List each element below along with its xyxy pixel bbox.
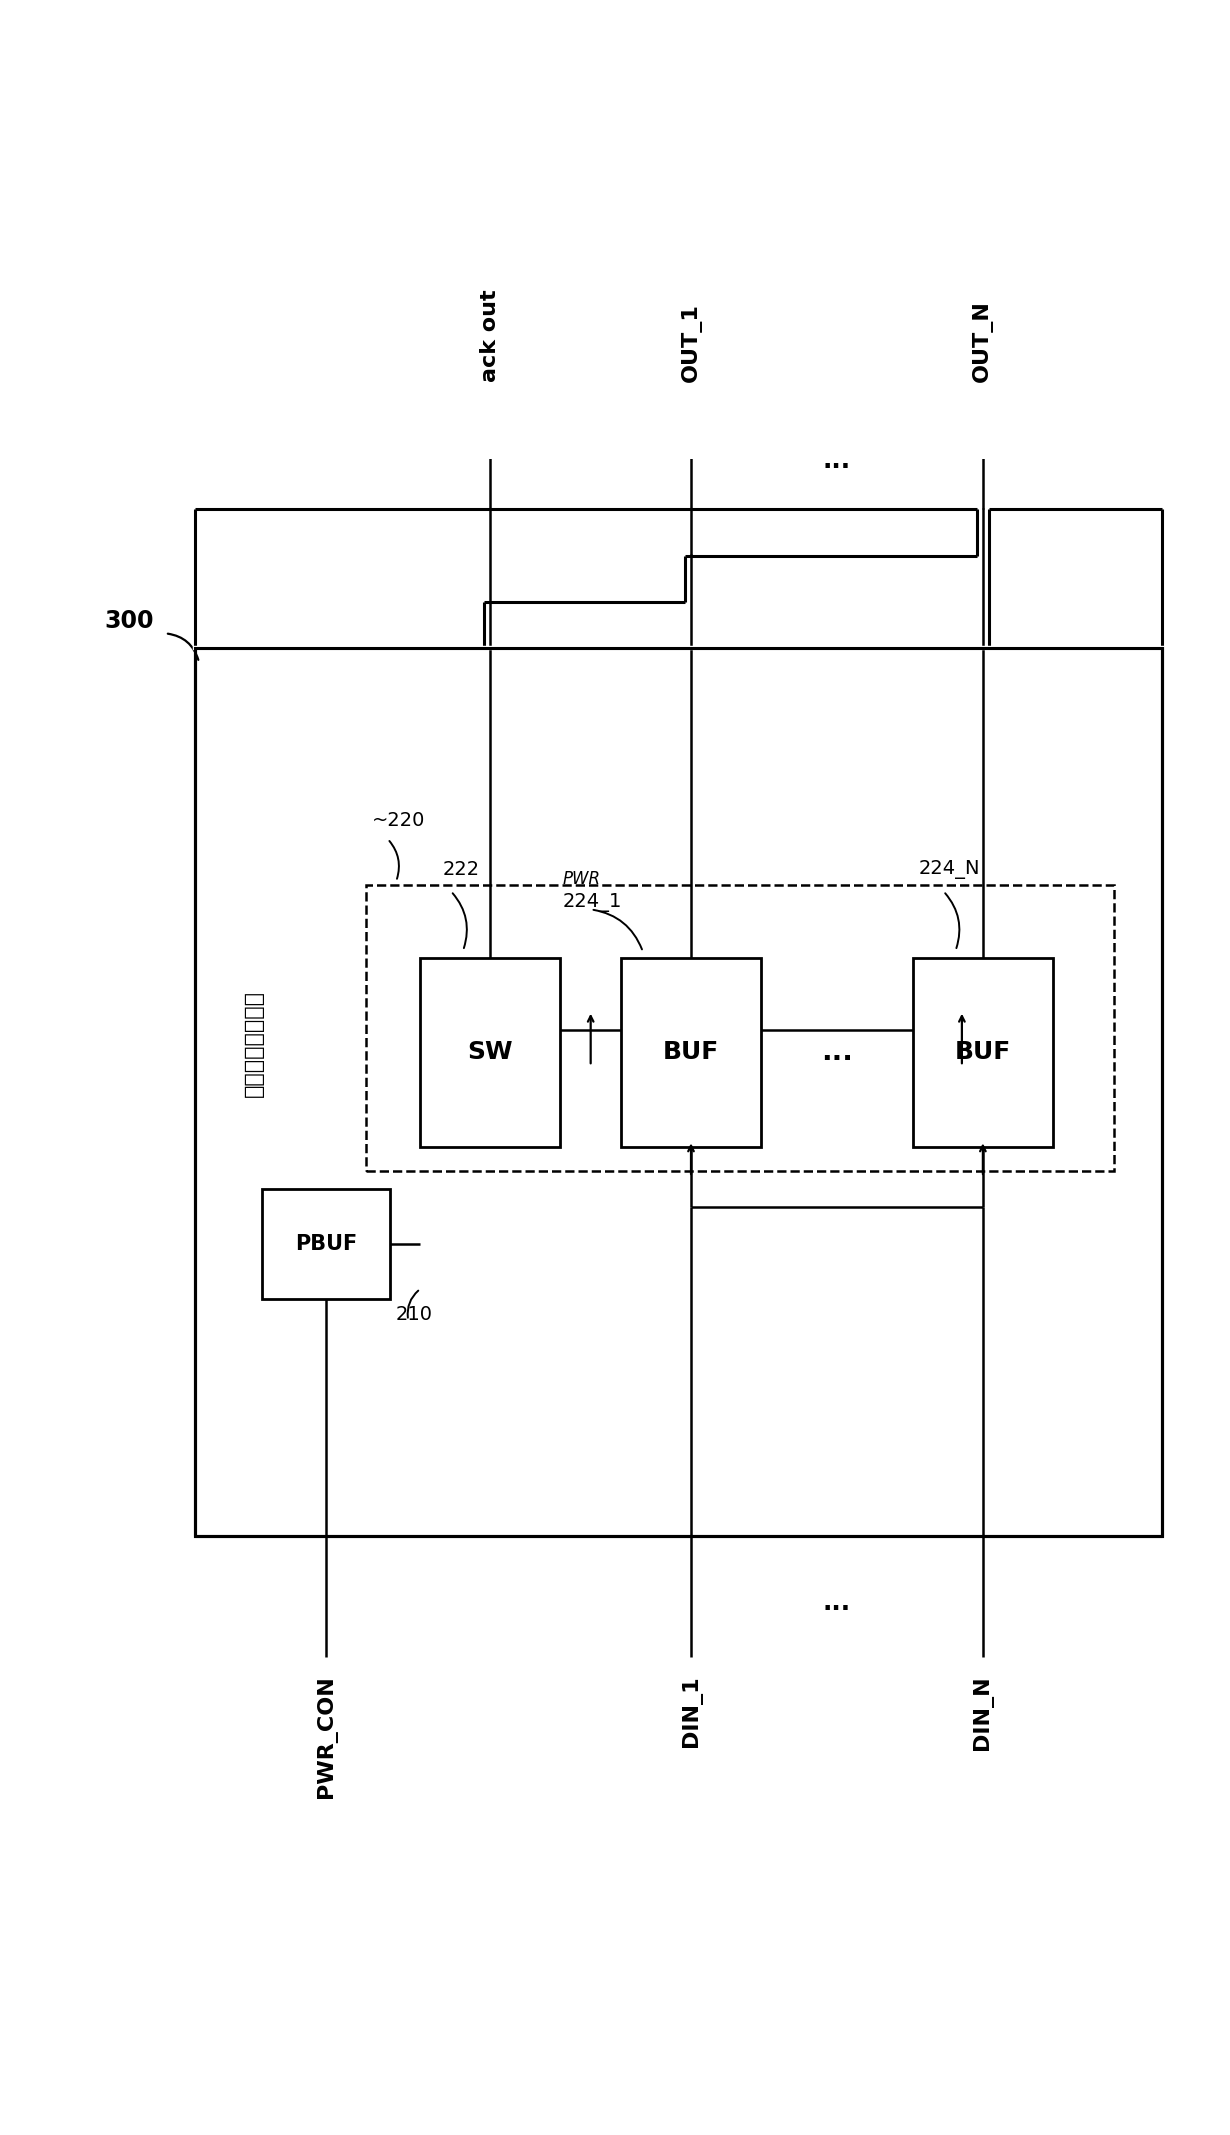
Text: ...: ... [823,1591,851,1614]
Bar [365,886,1113,1170]
Text: DIN_N: DIN_N [973,1676,994,1751]
Bar [196,647,1162,1535]
Text: PBUF: PBUF [295,1234,357,1253]
Text: 224_1: 224_1 [562,892,622,912]
Text: 馈通信号传输电路: 馈通信号传输电路 [244,991,263,1097]
Bar [621,959,761,1146]
Text: 210: 210 [396,1304,433,1324]
Text: ack out: ack out [481,288,501,382]
Text: 222: 222 [443,860,480,880]
Bar [262,1189,390,1298]
Text: DIN_1: DIN_1 [680,1676,701,1746]
Text: 224_N: 224_N [919,860,980,880]
Text: ~220: ~220 [371,811,426,831]
Bar [421,959,561,1146]
Text: OUT_N: OUT_N [973,299,994,382]
Text: OUT_1: OUT_1 [680,303,701,382]
Text: ...: ... [820,1038,852,1065]
Text: ...: ... [823,448,851,472]
Text: BUF: BUF [663,1040,720,1065]
Text: PWR: PWR [562,869,600,888]
Bar [196,647,1162,1535]
Bar [913,959,1053,1146]
Text: BUF: BUF [954,1040,1011,1065]
Text: PWR_CON: PWR_CON [316,1676,337,1798]
Text: 300: 300 [105,608,154,634]
Text: SW: SW [467,1040,513,1065]
